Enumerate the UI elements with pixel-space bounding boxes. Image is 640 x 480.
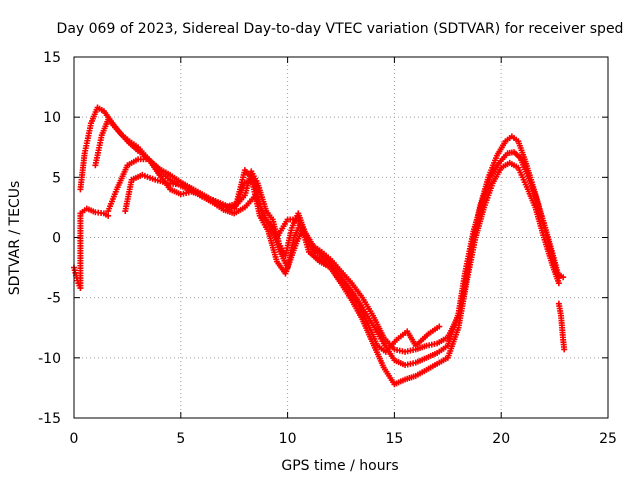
data-point [436,323,443,330]
x-axis-label: GPS time / hours [281,458,398,474]
y-tick-label: -5 [47,291,61,307]
axis-ticks: 0 5 10 15 20 25 -15 -10 -5 0 5 10 15 [38,50,617,447]
x-tick-label: 15 [385,431,403,447]
series-track-5 [122,167,443,355]
series-track-6 [555,300,568,353]
data-points [71,104,568,388]
x-tick-label: 25 [599,431,617,447]
y-tick-label: 5 [52,170,61,186]
y-tick-label: 10 [43,110,61,126]
y-tick-label: -15 [38,411,61,427]
y-tick-label: -10 [38,351,61,367]
series-track-3 [92,116,562,369]
y-tick-label: 0 [52,231,61,247]
series-track-1 [71,205,112,292]
chart-title: Day 069 of 2023, Sidereal Day-to-day VTE… [57,21,624,37]
x-tick-label: 10 [279,431,297,447]
x-tick-label: 20 [492,431,510,447]
y-tick-label: 15 [43,50,61,66]
y-axis-label: SDTVAR / TECUs [7,181,23,296]
x-tick-label: 5 [176,431,185,447]
x-tick-label: 0 [70,431,79,447]
data-point [555,280,562,287]
series-track-2 [77,104,567,355]
series-track-4 [105,156,562,388]
grid [74,57,608,418]
data-point [561,346,568,353]
plot-frame [73,56,609,419]
